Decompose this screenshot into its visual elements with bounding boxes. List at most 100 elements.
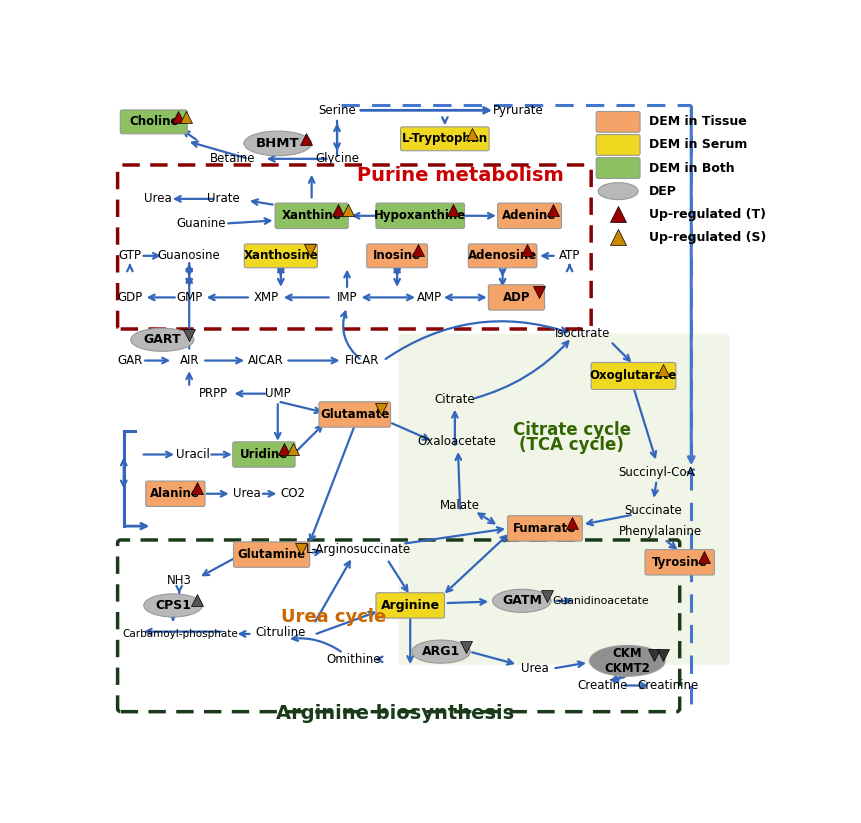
Text: Glutamate: Glutamate (319, 408, 389, 421)
FancyBboxPatch shape (644, 550, 714, 575)
Text: Guanidinoacetate: Guanidinoacetate (551, 596, 648, 606)
Text: CPS1: CPS1 (155, 599, 191, 612)
Text: GDP: GDP (117, 291, 142, 304)
FancyBboxPatch shape (375, 593, 444, 618)
Text: Malate: Malate (440, 499, 480, 512)
FancyBboxPatch shape (497, 203, 561, 229)
Text: Urea: Urea (520, 662, 548, 675)
Text: Oxoglutarate: Oxoglutarate (589, 370, 677, 383)
Text: Succinyl-CoA: Succinyl-CoA (617, 466, 694, 479)
FancyBboxPatch shape (275, 203, 348, 229)
FancyBboxPatch shape (596, 135, 640, 156)
Text: Fumarate: Fumarate (513, 522, 576, 535)
FancyBboxPatch shape (468, 244, 536, 267)
Text: Guanine: Guanine (176, 217, 226, 230)
Text: ATP: ATP (558, 249, 579, 263)
Text: Purine metabolism: Purine metabolism (356, 166, 563, 185)
FancyBboxPatch shape (488, 285, 544, 310)
Text: Omithine: Omithine (326, 653, 381, 666)
Text: Betaine: Betaine (210, 152, 256, 165)
Text: Serine: Serine (318, 104, 356, 117)
Ellipse shape (244, 131, 312, 156)
FancyBboxPatch shape (232, 442, 294, 467)
Text: Adenine: Adenine (502, 209, 556, 222)
Ellipse shape (598, 183, 637, 200)
Text: GAR: GAR (117, 354, 142, 367)
FancyBboxPatch shape (233, 542, 309, 567)
Text: Hypoxanthine: Hypoxanthine (374, 209, 466, 222)
Text: Glycine: Glycine (314, 152, 359, 165)
Text: Alanine: Alanine (150, 487, 200, 500)
Text: Adenosine: Adenosine (468, 249, 536, 263)
Text: Urea cycle: Urea cycle (280, 608, 386, 626)
Text: GMP: GMP (176, 291, 202, 304)
FancyBboxPatch shape (507, 516, 582, 542)
Text: NH3: NH3 (166, 574, 191, 587)
FancyBboxPatch shape (366, 244, 427, 267)
FancyBboxPatch shape (400, 127, 488, 151)
FancyBboxPatch shape (596, 158, 640, 179)
FancyBboxPatch shape (591, 362, 675, 389)
Ellipse shape (412, 640, 470, 663)
Text: Citrate cycle: Citrate cycle (512, 421, 630, 439)
Text: Up-regulated (T): Up-regulated (T) (648, 207, 765, 221)
Text: AMP: AMP (417, 291, 442, 304)
Text: Inosine: Inosine (373, 249, 421, 263)
FancyBboxPatch shape (146, 481, 205, 506)
Ellipse shape (131, 328, 194, 351)
Text: FICAR: FICAR (344, 354, 379, 367)
Text: CKM
CKMT2: CKM CKMT2 (604, 647, 649, 675)
Text: Succinate: Succinate (623, 504, 681, 517)
Text: L-Tryptophan: L-Tryptophan (401, 133, 487, 146)
Text: Arginine: Arginine (381, 599, 439, 612)
Text: Urate: Urate (208, 193, 240, 206)
Text: Creatine: Creatine (577, 679, 627, 692)
Text: AIR: AIR (179, 354, 199, 367)
Text: Citruline: Citruline (256, 625, 306, 639)
Text: Tyrosine: Tyrosine (651, 556, 707, 569)
Text: Uridine: Uridine (239, 448, 288, 461)
Text: Uracil: Uracil (176, 448, 210, 461)
Ellipse shape (492, 589, 550, 612)
Text: Guanosine: Guanosine (158, 249, 220, 263)
Text: GTP: GTP (118, 249, 141, 263)
FancyBboxPatch shape (398, 333, 729, 665)
FancyBboxPatch shape (375, 203, 464, 229)
Text: ARG1: ARG1 (421, 645, 460, 658)
Text: AICAR: AICAR (248, 354, 284, 367)
Ellipse shape (589, 645, 665, 677)
Text: Urea: Urea (144, 193, 171, 206)
Text: Xanthine: Xanthine (282, 209, 341, 222)
Text: CO2: CO2 (281, 487, 306, 500)
Text: IMP: IMP (337, 291, 357, 304)
FancyBboxPatch shape (244, 244, 317, 267)
Text: Up-regulated (S): Up-regulated (S) (648, 231, 765, 244)
Text: GART: GART (143, 333, 181, 346)
Text: Pyrurate: Pyrurate (492, 104, 542, 117)
Text: DEP: DEP (648, 184, 676, 198)
Text: GATM: GATM (501, 594, 542, 607)
Text: (TCA cycle): (TCA cycle) (519, 436, 623, 454)
Text: Isocitrate: Isocitrate (554, 327, 610, 340)
Text: Oxaloacetate: Oxaloacetate (417, 435, 495, 448)
Text: Carbamoyl-phosphate: Carbamoyl-phosphate (123, 629, 238, 639)
Text: Phenylalanine: Phenylalanine (618, 525, 701, 538)
Text: DEM in Both: DEM in Both (648, 161, 734, 174)
Text: Urea: Urea (232, 487, 261, 500)
Text: Glutamine: Glutamine (238, 548, 306, 561)
Ellipse shape (144, 594, 202, 617)
Text: Citrate: Citrate (434, 393, 474, 406)
Text: DEM in Serum: DEM in Serum (648, 138, 746, 151)
FancyBboxPatch shape (596, 111, 640, 133)
Text: Choline: Choline (129, 115, 178, 128)
Text: DEM in Tissue: DEM in Tissue (648, 115, 746, 128)
Text: UMP: UMP (264, 387, 290, 400)
Text: ADP: ADP (502, 291, 530, 304)
Text: PRPP: PRPP (199, 387, 228, 400)
FancyBboxPatch shape (319, 402, 390, 427)
FancyBboxPatch shape (121, 110, 187, 134)
Text: Xanthosine: Xanthosine (243, 249, 318, 263)
Text: Arginine biosynthesis: Arginine biosynthesis (276, 704, 513, 723)
Text: XMP: XMP (253, 291, 278, 304)
Text: L-Arginosuccinate: L-Arginosuccinate (306, 542, 411, 556)
